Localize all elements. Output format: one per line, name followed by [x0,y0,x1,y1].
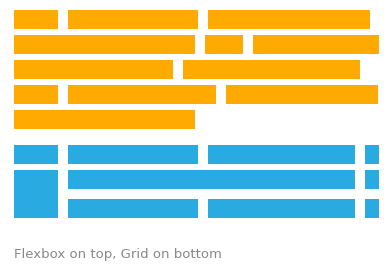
Bar [68,145,198,164]
Bar [14,10,58,29]
Bar [68,85,216,104]
Bar [14,85,58,104]
Bar [365,199,379,218]
Bar [208,199,355,218]
Bar [14,110,195,129]
Bar [205,35,243,54]
Bar [14,60,173,79]
Bar [208,10,370,29]
Bar [208,145,355,164]
Bar [183,60,360,79]
Bar [14,35,195,54]
Bar [226,85,378,104]
Bar [68,10,198,29]
Bar [14,170,58,218]
Bar [68,170,355,189]
Bar [365,170,379,189]
Bar [68,199,198,218]
Text: Flexbox on top, Grid on bottom: Flexbox on top, Grid on bottom [14,248,222,261]
Bar [365,145,379,164]
Bar [253,35,379,54]
Bar [14,145,58,164]
